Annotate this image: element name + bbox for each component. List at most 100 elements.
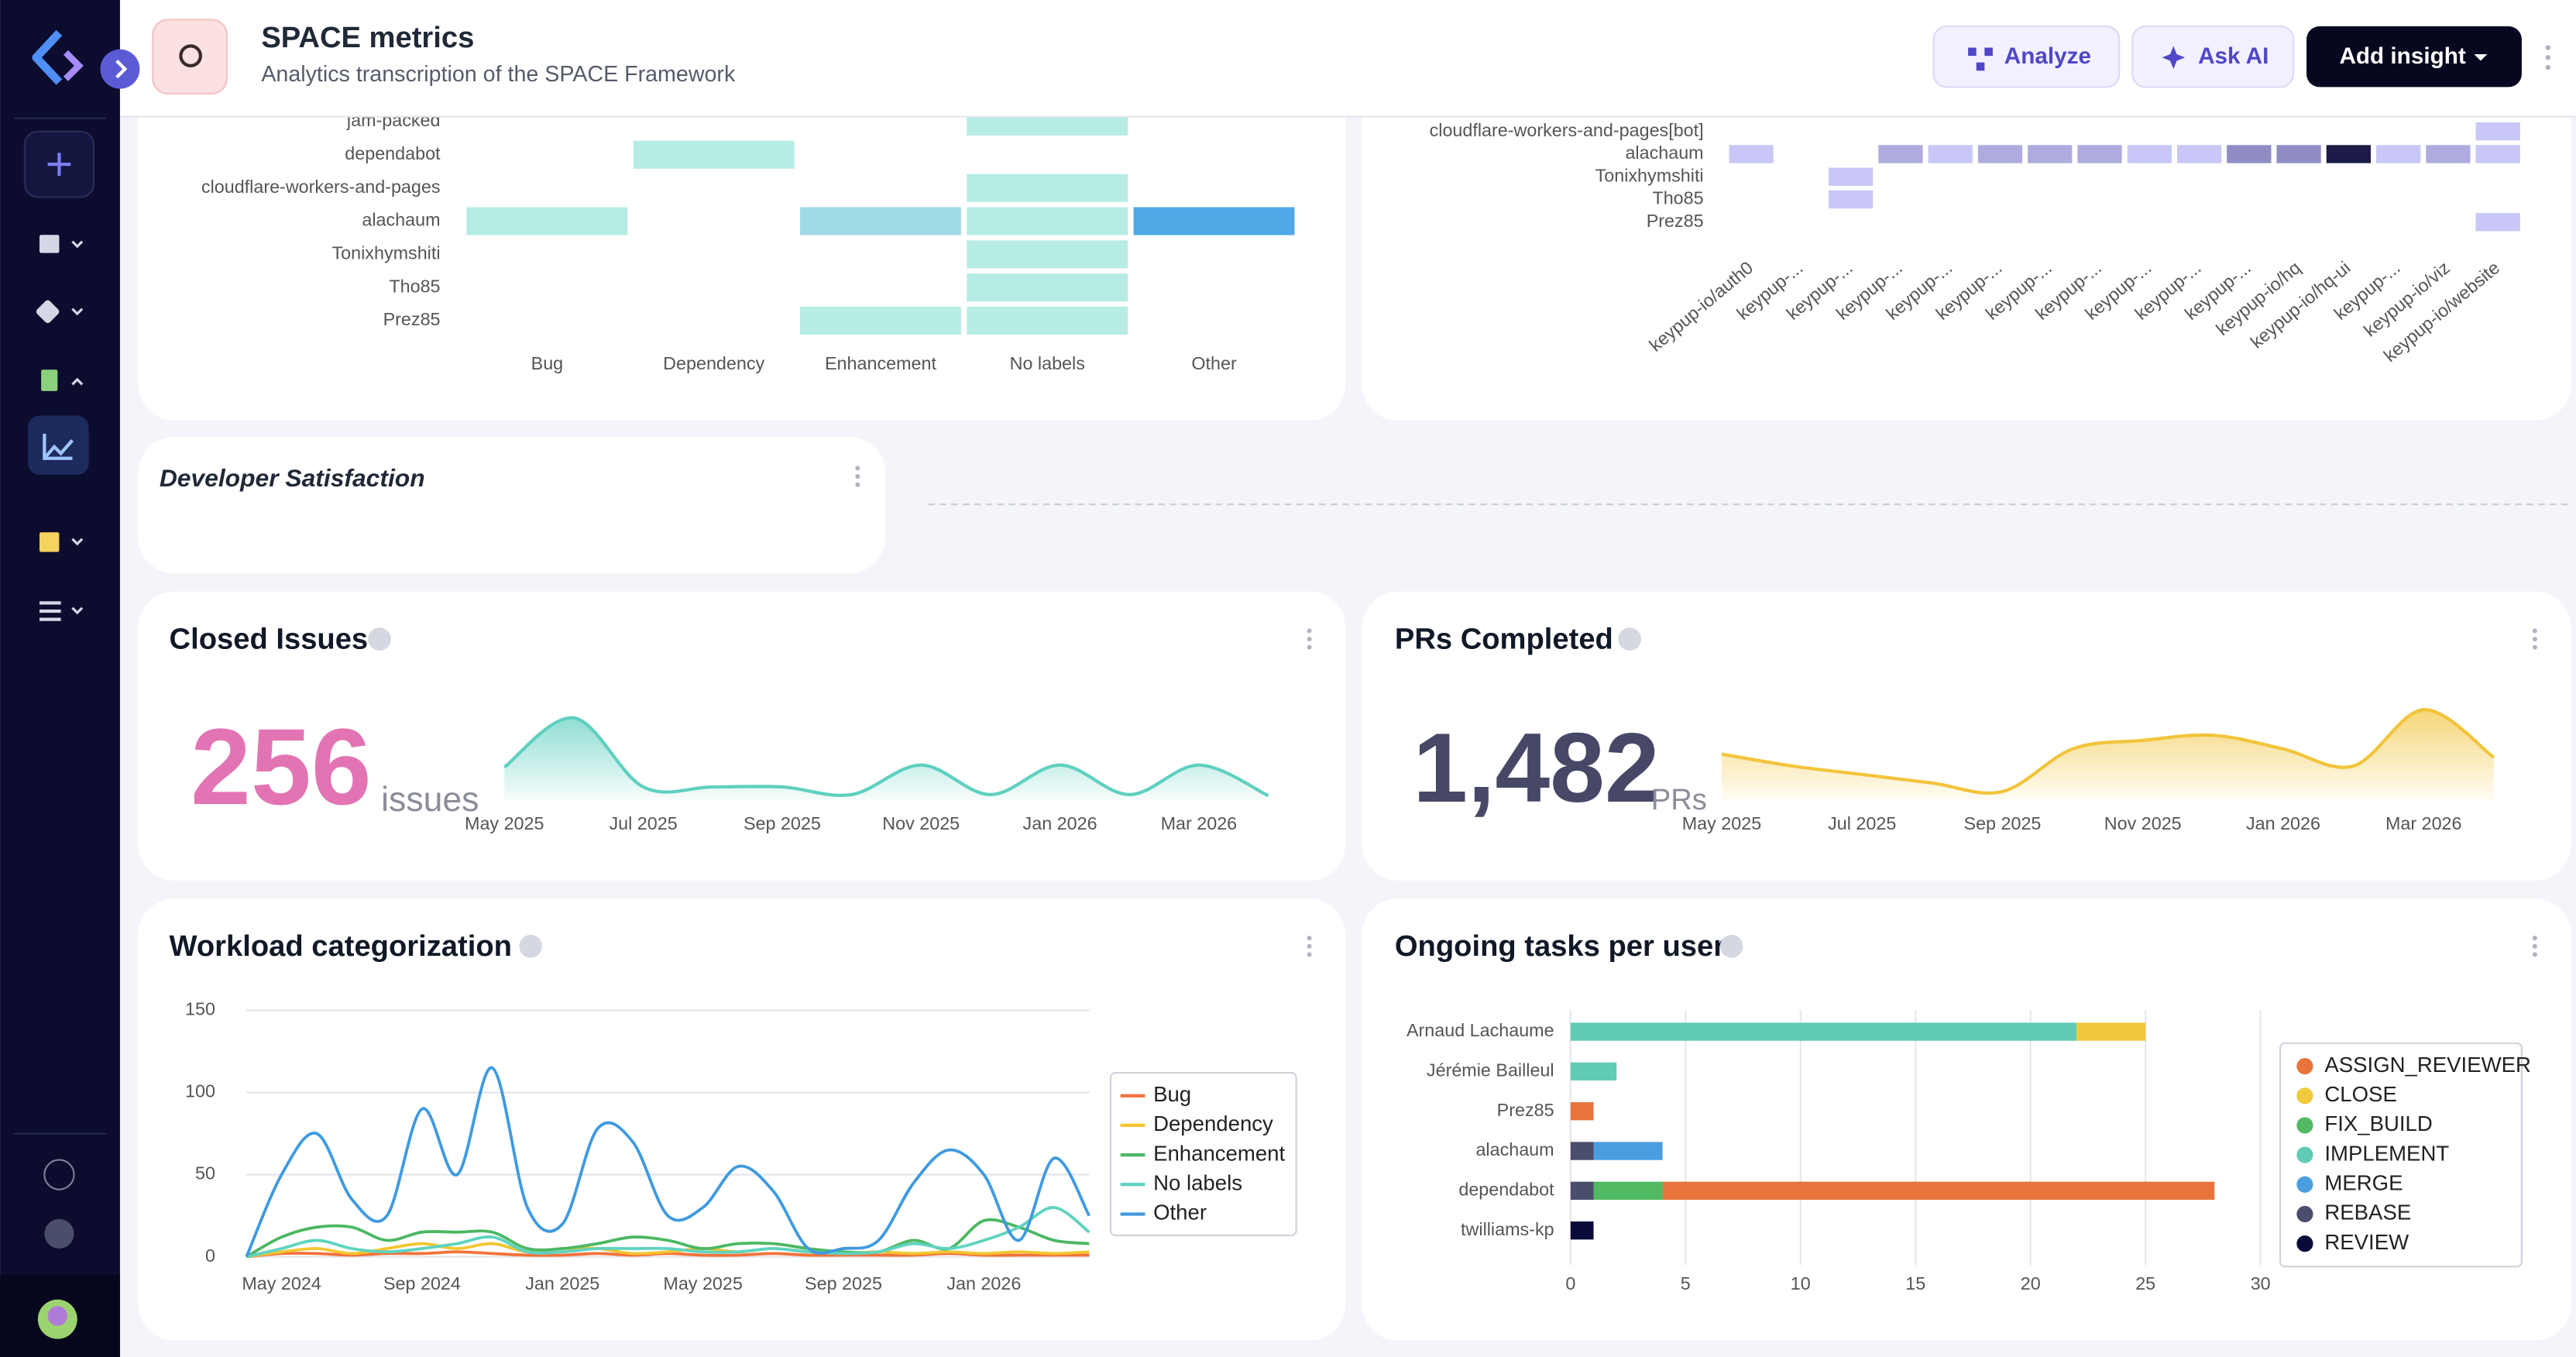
analyze-button[interactable] bbox=[1932, 25, 2121, 88]
row-label: Tho85 bbox=[389, 276, 440, 296]
heat-cell bbox=[2475, 122, 2520, 141]
heat-cell bbox=[2227, 145, 2272, 163]
expand-button[interactable] bbox=[100, 49, 140, 89]
legend-label: Enhancement bbox=[1153, 1141, 1285, 1165]
button-label[interactable]: Ask AI bbox=[2198, 43, 2269, 69]
column-label: Enhancement bbox=[825, 353, 936, 373]
x-tick-label: Jan 2025 bbox=[525, 1273, 599, 1293]
logo-part bbox=[63, 50, 84, 81]
x-tick-label: May 2024 bbox=[242, 1273, 321, 1293]
y-tick-label: 0 bbox=[205, 1245, 215, 1266]
x-tick-label: Sep 2024 bbox=[383, 1273, 461, 1293]
heat-cell bbox=[967, 273, 1128, 302]
kebabs[interactable] bbox=[1307, 628, 2537, 957]
page-icon bbox=[152, 19, 228, 94]
ask-ai-button[interactable] bbox=[2131, 25, 2295, 88]
layers-icon[interactable] bbox=[43, 1159, 75, 1190]
x-tick-label: 10 bbox=[1791, 1273, 1811, 1293]
x-tick-label: Nov 2025 bbox=[2104, 813, 2182, 833]
x-tick-label: 5 bbox=[1681, 1273, 1691, 1293]
sparkle-icon bbox=[2162, 46, 2186, 70]
bar-segment bbox=[1570, 1102, 1594, 1121]
x-tick-label: Jul 2025 bbox=[1828, 813, 1896, 833]
heat-cell bbox=[2276, 145, 2321, 163]
row-label: cloudflare-workers-and-pages[bot] bbox=[1430, 120, 1704, 140]
x-tick-label: Jan 2026 bbox=[2246, 813, 2320, 833]
legend-label: Bug bbox=[1153, 1082, 1191, 1106]
x-tick-label: May 2025 bbox=[1682, 813, 1761, 833]
heat-cell bbox=[1729, 145, 1774, 163]
chat-icon[interactable] bbox=[44, 1218, 74, 1249]
active-nav[interactable] bbox=[28, 415, 89, 475]
x-tick-label: 20 bbox=[2021, 1273, 2041, 1293]
legend-label: CLOSE bbox=[2324, 1082, 2396, 1106]
legend-label: MERGE bbox=[2324, 1171, 2403, 1195]
header-kebab[interactable] bbox=[2545, 45, 2551, 70]
heat-cell bbox=[2127, 145, 2172, 163]
x-tick-label: Sep 2025 bbox=[805, 1273, 882, 1293]
card bbox=[138, 437, 886, 574]
legend-label: FIX_BUILD bbox=[2324, 1111, 2432, 1135]
x-tick-label: May 2025 bbox=[465, 813, 544, 833]
y-tick-label: 100 bbox=[185, 1081, 215, 1101]
heat-cell bbox=[800, 307, 961, 335]
heat-cell bbox=[466, 207, 628, 235]
plus-icon bbox=[47, 153, 71, 176]
heat-cell bbox=[2028, 145, 2073, 163]
legend-swatch bbox=[2296, 1087, 2313, 1104]
legend-swatch bbox=[2296, 1057, 2313, 1075]
card bbox=[138, 898, 1346, 1341]
button-label[interactable]: Analyze bbox=[2004, 43, 2091, 69]
heat-cell bbox=[2176, 145, 2222, 163]
bar-segment bbox=[1593, 1181, 1663, 1201]
x-tick-label: 15 bbox=[1905, 1273, 1925, 1293]
heat-cell bbox=[2326, 145, 2371, 163]
x-tick-label: 30 bbox=[2251, 1273, 2271, 1293]
x-tick-label: 25 bbox=[2135, 1273, 2155, 1293]
row-label: dependabot bbox=[345, 143, 441, 163]
legend-swatch bbox=[2296, 1235, 2313, 1252]
x-tick-label: Jan 2026 bbox=[946, 1273, 1021, 1293]
chart-icon bbox=[43, 433, 74, 460]
card-title: Developer Satisfaction bbox=[160, 464, 425, 492]
heat-cell bbox=[967, 240, 1128, 269]
logo[interactable] bbox=[32, 29, 63, 85]
legend-label: Other bbox=[1153, 1201, 1207, 1225]
x-tick-label: Nov 2025 bbox=[882, 813, 960, 833]
heat-cell bbox=[1829, 190, 1874, 209]
x-tick-label: May 2025 bbox=[663, 1273, 742, 1293]
heat-cell bbox=[2077, 145, 2122, 163]
bar-segment bbox=[1570, 1062, 1617, 1081]
help-icons bbox=[368, 627, 1743, 958]
series-line bbox=[246, 1206, 1091, 1259]
column-label: Dependency bbox=[663, 353, 764, 373]
column-label: Bug bbox=[531, 353, 564, 373]
area bbox=[1721, 709, 2494, 800]
bar-segment bbox=[1662, 1181, 2215, 1201]
legend-swatch bbox=[2296, 1117, 2313, 1134]
area bbox=[504, 717, 1269, 800]
legend-swatch bbox=[2296, 1146, 2313, 1163]
card-title: PRs Completed bbox=[1395, 622, 1613, 655]
add-insight-button[interactable] bbox=[2306, 26, 2522, 88]
nav-icons[interactable] bbox=[35, 235, 61, 621]
heat-cell bbox=[800, 207, 961, 235]
x-tick-label: Sep 2025 bbox=[744, 813, 821, 833]
caret bbox=[2474, 53, 2488, 61]
card bbox=[138, 591, 1346, 881]
x-tick-label: Jan 2026 bbox=[1023, 813, 1097, 833]
kpi-unit: issues bbox=[381, 781, 479, 819]
y-tick-label: 150 bbox=[185, 999, 215, 1019]
row-label: Prez85 bbox=[1647, 211, 1704, 231]
button-label[interactable]: Add insight bbox=[2339, 43, 2465, 69]
bar-segment bbox=[1570, 1221, 1594, 1240]
card-title: Workload categorization bbox=[170, 929, 512, 963]
kebab[interactable] bbox=[855, 466, 860, 487]
y-tick-label: twilliams-kp bbox=[1461, 1219, 1554, 1239]
avatar-face bbox=[47, 1306, 68, 1326]
page-title: SPACE metrics bbox=[261, 21, 474, 54]
heat-cell bbox=[967, 207, 1128, 235]
series-line bbox=[245, 1066, 1091, 1258]
